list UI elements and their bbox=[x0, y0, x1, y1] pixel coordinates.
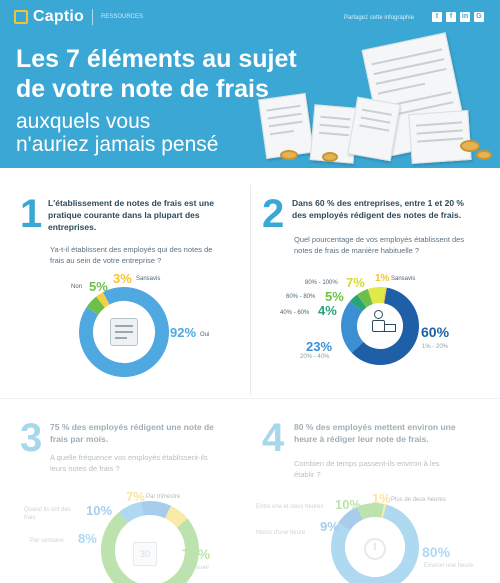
label-quand-frais: Quand ils ont des frais bbox=[24, 507, 71, 521]
captio-logo-icon bbox=[14, 10, 28, 24]
label-une-heure: Environ une heure bbox=[424, 563, 474, 569]
share-text: Partagez cette infographie bbox=[344, 15, 415, 21]
pct-non: 5% bbox=[89, 279, 108, 294]
logo-subtitle: RESSOURCES bbox=[100, 14, 143, 20]
pct-40-60: 4% bbox=[318, 303, 337, 318]
pct-par-trimestre: 7% bbox=[126, 489, 145, 504]
pct-sansavis: 3% bbox=[113, 271, 132, 286]
page-title: Les 7 éléments au sujet de votre note de… bbox=[16, 45, 297, 103]
section-question: A quelle fréquence vos employés établiss… bbox=[50, 453, 208, 473]
logo-text: Captio bbox=[33, 8, 84, 25]
section-question: Quel pourcentage de vos employés établis… bbox=[294, 235, 465, 255]
pct-1-20: 60% bbox=[421, 324, 450, 340]
section-statement: 75 % des employés rédigent une note de f… bbox=[50, 422, 214, 444]
pct-une-deux: 10% bbox=[335, 497, 362, 512]
pct-par-semaine: 8% bbox=[78, 531, 97, 546]
header-banner: Captio RESSOURCES Partagez cette infogra… bbox=[0, 0, 500, 168]
label-oui: Oui bbox=[200, 332, 210, 338]
top-bar: Captio RESSOURCES Partagez cette infogra… bbox=[0, 0, 500, 34]
coin-icon bbox=[460, 140, 480, 152]
logo-divider bbox=[91, 9, 93, 25]
pct-sansavis-2: 1% bbox=[375, 273, 390, 284]
section-statement: 80 % des employés mettent environ une he… bbox=[294, 422, 456, 444]
donut-chart-2 bbox=[341, 287, 419, 365]
donut-chart-1 bbox=[79, 287, 169, 377]
section-divider bbox=[0, 398, 500, 399]
section-question: Combien de temps passent-ils environ à l… bbox=[294, 459, 440, 479]
label-non: Non bbox=[71, 284, 83, 290]
label-20-40: 20% - 40% bbox=[300, 354, 330, 360]
captio-logo[interactable]: Captio RESSOURCES bbox=[14, 8, 143, 26]
label-60-80: 60% - 80% bbox=[286, 294, 316, 300]
label-40-60: 40% - 60% bbox=[280, 310, 310, 316]
linkedin-icon[interactable]: in bbox=[460, 12, 470, 22]
pct-une-heure: 80% bbox=[422, 544, 451, 560]
pct-moins-heure: 9% bbox=[320, 519, 339, 534]
label-1-20: 1% - 20% bbox=[422, 344, 449, 350]
section-statement: Dans 60 % des entreprises, entre 1 et 20… bbox=[292, 198, 464, 220]
calendar-icon: 30 bbox=[133, 542, 157, 566]
section-number: 1 bbox=[20, 192, 43, 236]
pct-plus-deux: 1% bbox=[372, 491, 391, 506]
label-sansavis: Sansavis bbox=[136, 276, 161, 282]
receipt-illustration bbox=[408, 109, 472, 165]
twitter-icon[interactable]: t bbox=[432, 12, 442, 22]
section-number: 3 bbox=[20, 416, 43, 460]
facebook-icon[interactable]: f bbox=[446, 12, 456, 22]
document-icon bbox=[110, 318, 138, 346]
pct-quand-frais: 10% bbox=[86, 503, 113, 518]
pct-mensuel: 75% bbox=[182, 546, 211, 562]
donut-slice bbox=[341, 287, 419, 365]
section-number: 4 bbox=[262, 416, 285, 460]
label-plus-deux: Plus de deux heures bbox=[391, 497, 446, 503]
page-subtitle: auxquels vous n'auriez jamais pensé bbox=[16, 110, 219, 156]
section-statement: L'établissement de notes de frais est un… bbox=[48, 198, 214, 232]
label-par-semaine: Par semaine bbox=[30, 538, 64, 544]
donut-slice bbox=[341, 287, 419, 365]
section-divider bbox=[250, 185, 251, 395]
label-par-trimestre: Par trimestre bbox=[146, 494, 181, 500]
pct-20-40: 23% bbox=[306, 339, 333, 354]
section-number: 2 bbox=[262, 192, 285, 236]
clock-icon bbox=[364, 538, 386, 560]
donut-slice bbox=[79, 287, 169, 377]
googleplus-icon[interactable]: G bbox=[474, 12, 484, 22]
pct-80-100: 7% bbox=[346, 275, 365, 290]
label-80-100: 80% - 100% bbox=[305, 280, 338, 286]
coin-icon bbox=[322, 152, 338, 162]
pct-60-80: 5% bbox=[325, 289, 344, 304]
label-sansavis-2: Sansavis bbox=[391, 276, 416, 282]
coin-icon bbox=[280, 150, 298, 160]
label-mensuel: Mensuel bbox=[186, 565, 209, 571]
pct-oui: 92% bbox=[170, 325, 197, 340]
section-question: Ya-t-il établissent des employés qui des… bbox=[50, 245, 213, 265]
label-une-deux: Entre une et deux heures bbox=[256, 504, 324, 510]
coin-icon bbox=[476, 150, 492, 160]
office-worker-icon bbox=[362, 308, 398, 344]
label-moins-heure: Moins d'une heure bbox=[256, 530, 306, 536]
